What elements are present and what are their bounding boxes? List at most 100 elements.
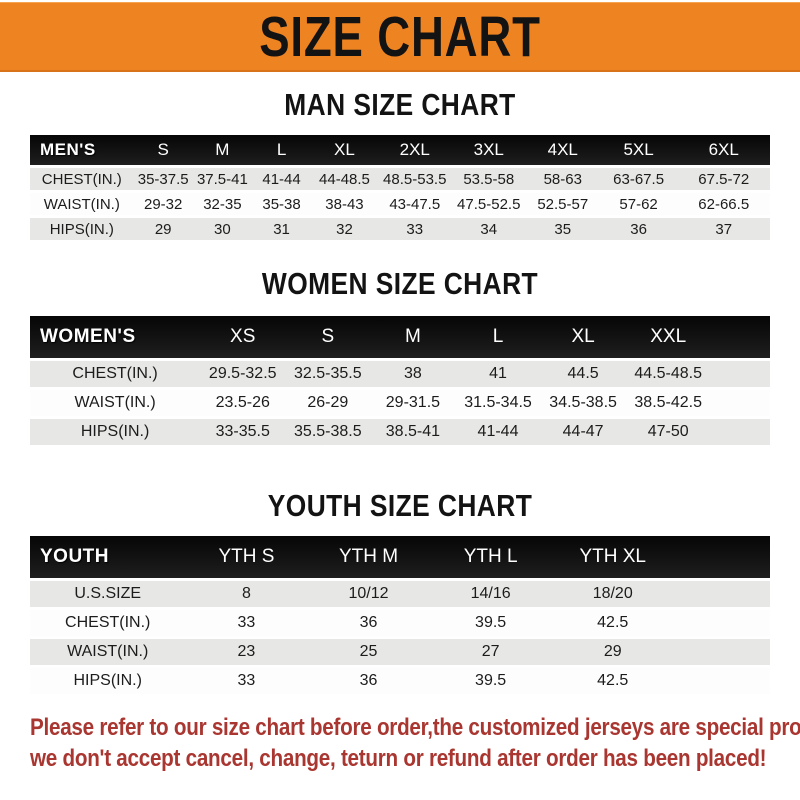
size-value: 48.5-53.5: [377, 168, 452, 190]
youth-section-heading: YOUTH SIZE CHART: [267, 488, 533, 523]
size-value: 36: [599, 218, 678, 240]
women-size-table: WOMEN'S XS S M L XL XXL CHEST(IN.) 29.5-32.5 32.5…: [30, 313, 770, 448]
row-filler-cell: [673, 581, 770, 607]
size-value: 63-67.5: [599, 168, 678, 190]
row-label: U.S.SIZE: [30, 581, 186, 607]
table-row: CHEST(IN.) 33 36 39.5 42.5: [30, 610, 770, 636]
size-value: 31.5-34.5: [455, 390, 541, 416]
size-value: 18/20: [551, 581, 674, 607]
row-filler-cell: [673, 639, 770, 665]
size-value: 38: [370, 361, 456, 387]
table-row: HIPS(IN.) 33 36 39.5 42.5: [30, 668, 770, 694]
size-value: 42.5: [551, 610, 674, 636]
size-charts: MAN SIZE CHART MEN'S S M L XL 2XL 3XL 4XL 5XL 6XL C…: [0, 87, 800, 697]
size-value: 33: [185, 668, 308, 694]
size-value: 33-35.5: [200, 419, 286, 445]
size-value: 8: [185, 581, 308, 607]
table-row: WAIST(IN.) 29-32 32-35 35-38 38-43 43-47.5 47.…: [30, 193, 770, 215]
banner-title: SIZE CHART: [259, 4, 541, 69]
size-value: 47-50: [625, 419, 711, 445]
size-value: 44.5: [540, 361, 626, 387]
size-value: 42.5: [551, 668, 674, 694]
size-value: 33: [185, 610, 308, 636]
size-column-header: YTH L: [429, 536, 552, 578]
header-filler-cell: [710, 316, 770, 358]
size-column-header: L: [251, 135, 312, 165]
size-value: 32.5-35.5: [285, 361, 371, 387]
size-value: 35.5-38.5: [285, 419, 371, 445]
section-man-size-chart: MAN SIZE CHART MEN'S S M L XL 2XL 3XL 4XL 5XL 6XL C…: [0, 87, 800, 243]
table-header-row: YOUTH YTH S YTH M YTH L YTH XL: [30, 536, 770, 578]
row-filler-cell: [710, 419, 770, 445]
size-column-header: XXL: [625, 316, 711, 358]
size-column-header: S: [133, 135, 193, 165]
size-column-header: 4XL: [525, 135, 600, 165]
size-column-header: YTH S: [185, 536, 308, 578]
header-filler-cell: [673, 536, 770, 578]
size-value: 31: [251, 218, 312, 240]
size-value: 14/16: [429, 581, 552, 607]
table-corner-label: WOMEN'S: [30, 316, 201, 358]
size-value: 35-37.5: [133, 168, 193, 190]
size-value: 39.5: [429, 610, 552, 636]
size-value: 41-44: [455, 419, 541, 445]
size-value: 25: [307, 639, 430, 665]
row-filler-cell: [710, 361, 770, 387]
size-value: 35: [525, 218, 600, 240]
size-value: 32: [311, 218, 378, 240]
order-notice: Please refer to our size chart before or…: [30, 712, 800, 774]
size-value: 33: [377, 218, 452, 240]
man-section-heading: MAN SIZE CHART: [284, 87, 516, 122]
size-value: 53.5-58: [451, 168, 526, 190]
size-value: 58-63: [525, 168, 600, 190]
section-youth-size-chart: YOUTH SIZE CHART YOUTH YTH S YTH M YTH L YTH …: [0, 488, 800, 697]
table-row: U.S.SIZE 8 10/12 14/16 18/20: [30, 581, 770, 607]
size-value: 47.5-52.5: [451, 193, 526, 215]
size-value: 44.5-48.5: [625, 361, 711, 387]
row-label: CHEST(IN.): [30, 168, 134, 190]
size-column-header: XL: [540, 316, 626, 358]
table-corner-label: YOUTH: [30, 536, 186, 578]
youth-size-table: YOUTH YTH S YTH M YTH L YTH XL U.S.SIZE 8 10/12…: [30, 533, 770, 697]
size-value: 43-47.5: [377, 193, 452, 215]
size-value: 37: [677, 218, 770, 240]
row-filler-cell: [673, 668, 770, 694]
size-column-header: M: [192, 135, 252, 165]
size-value: 29-32: [133, 193, 193, 215]
size-column-header: XS: [200, 316, 286, 358]
size-column-header: YTH XL: [551, 536, 674, 578]
size-column-header: YTH M: [307, 536, 430, 578]
size-column-header: L: [455, 316, 541, 358]
table-row: HIPS(IN.) 33-35.5 35.5-38.5 38.5-41 41-44 44-…: [30, 419, 770, 445]
row-label: CHEST(IN.): [30, 610, 186, 636]
size-value: 26-29: [285, 390, 371, 416]
size-value: 44-48.5: [311, 168, 378, 190]
size-value: 41: [455, 361, 541, 387]
size-value: 32-35: [192, 193, 252, 215]
size-column-header: 2XL: [377, 135, 452, 165]
size-value: 34.5-38.5: [540, 390, 626, 416]
table-corner-label: MEN'S: [30, 135, 134, 165]
women-section-heading: WOMEN SIZE CHART: [261, 266, 539, 301]
size-value: 34: [451, 218, 526, 240]
size-value: 67.5-72: [677, 168, 770, 190]
table-row: WAIST(IN.) 23.5-26 26-29 29-31.5 31.5-34.5 34…: [30, 390, 770, 416]
size-value: 38.5-41: [370, 419, 456, 445]
size-column-header: 6XL: [677, 135, 770, 165]
size-value: 38.5-42.5: [625, 390, 711, 416]
table-row: WAIST(IN.) 23 25 27 29: [30, 639, 770, 665]
banner: SIZE CHART: [0, 2, 800, 72]
size-value: 36: [307, 668, 430, 694]
size-column-header: S: [285, 316, 371, 358]
size-value: 39.5: [429, 668, 552, 694]
table-row: HIPS(IN.) 29 30 31 32 33 34 35 36 37: [30, 218, 770, 240]
section-women-size-chart: WOMEN SIZE CHART WOMEN'S XS S M L XL XXL CHEST(I…: [0, 266, 800, 448]
table-header-row: WOMEN'S XS S M L XL XXL: [30, 316, 770, 358]
size-value: 29.5-32.5: [200, 361, 286, 387]
size-value: 57-62: [599, 193, 678, 215]
size-value: 37.5-41: [192, 168, 252, 190]
notice-line-1: Please refer to our size chart before or…: [30, 714, 800, 741]
table-header-row: MEN'S S M L XL 2XL 3XL 4XL 5XL 6XL: [30, 135, 770, 165]
row-label: HIPS(IN.): [30, 668, 186, 694]
